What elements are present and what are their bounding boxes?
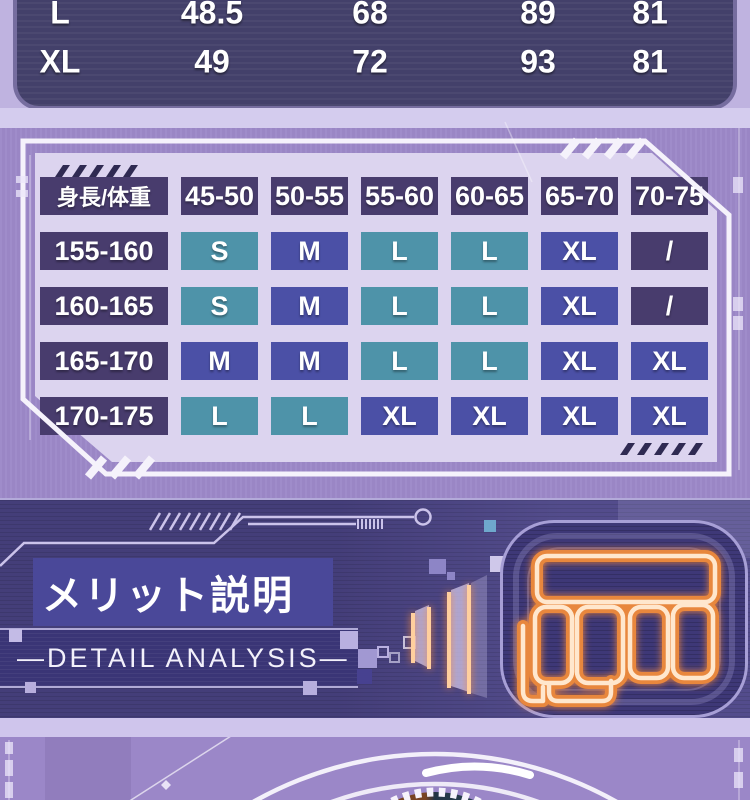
fit-table-size-cell: XL <box>541 342 618 380</box>
deco-square <box>9 629 22 642</box>
fit-table-header-cell: 55-60 <box>361 177 438 215</box>
deco-square <box>389 652 400 663</box>
fit-table-header-cell: 身長/体重 <box>40 177 168 215</box>
fit-table-size-cell: M <box>271 287 348 325</box>
fit-table-size-cell: L <box>361 232 438 270</box>
fit-table-row-label: 160-165 <box>40 287 168 325</box>
neon-display-panel <box>500 520 748 718</box>
banner-title: メリット説明 <box>42 574 294 618</box>
banner-title-box: メリット説明 <box>33 558 333 626</box>
deco-square <box>403 636 416 649</box>
size-table-cell: L <box>50 0 70 31</box>
size-table-cell: 81 <box>632 0 668 31</box>
panel-ring <box>513 533 735 705</box>
deco-square <box>303 681 317 695</box>
fit-table-size-cell: L <box>271 397 348 435</box>
fit-table-size-cell: S <box>181 287 258 325</box>
deco-square <box>25 682 36 693</box>
fit-table-row-label: 155-160 <box>40 232 168 270</box>
fit-table-size-cell: XL <box>451 397 528 435</box>
fit-table-header-cell: 60-65 <box>451 177 528 215</box>
size-table-cell: 68 <box>352 0 388 31</box>
fit-chart-section: 身長/体重 45-50 50-55 55-60 60-65 65-70 70-75 155-1… <box>0 128 750 500</box>
size-table-cell: 89 <box>520 0 556 31</box>
size-table-panel <box>13 0 737 110</box>
fit-table-size-cell: XL <box>541 232 618 270</box>
deco-square <box>358 649 377 668</box>
deco-square <box>377 646 389 658</box>
deco-square <box>429 559 446 574</box>
fit-table-size-cell: L <box>451 287 528 325</box>
size-spec-section: L 48.5 68 89 81 XL 49 72 93 81 <box>0 0 750 128</box>
fit-table-size-cell: L <box>361 342 438 380</box>
bottom-shade-strip <box>45 737 131 800</box>
fit-table-header-cell: 50-55 <box>271 177 348 215</box>
banner-subtitle-bar: —DETAIL ANALYSIS— <box>0 628 358 688</box>
fit-table-header-cell: 70-75 <box>631 177 708 215</box>
size-table-cell: 81 <box>632 43 668 80</box>
size-table-cell: 48.5 <box>180 0 244 31</box>
deco-square <box>340 631 358 649</box>
fit-table-row-label: 170-175 <box>40 397 168 435</box>
fit-table-size-cell: / <box>631 287 708 325</box>
fit-table-grid: 身長/体重 45-50 50-55 55-60 60-65 65-70 70-75 155-1… <box>40 177 708 435</box>
section-divider-band <box>0 108 750 128</box>
fit-table-size-cell: L <box>451 232 528 270</box>
fit-table-size-cell: L <box>361 287 438 325</box>
panel-ring <box>527 547 721 691</box>
fit-table-size-cell: M <box>271 232 348 270</box>
size-table-cell: 93 <box>520 43 556 80</box>
fit-table-size-cell: L <box>181 397 258 435</box>
fit-table-size-cell: XL <box>631 397 708 435</box>
fit-table-size-cell: XL <box>541 397 618 435</box>
fit-table-header-cell: 65-70 <box>541 177 618 215</box>
deco-square-cyan <box>484 520 496 532</box>
fit-table-size-cell: XL <box>631 342 708 380</box>
deco-square <box>447 572 455 580</box>
fit-table-row-label: 165-170 <box>40 342 168 380</box>
size-table-cell: XL <box>39 43 81 80</box>
size-table-cell: 72 <box>352 43 388 80</box>
banner-subtitle: —DETAIL ANALYSIS— <box>17 642 350 673</box>
section-divider-band <box>0 718 750 737</box>
fit-table-size-cell: S <box>181 232 258 270</box>
fit-table-size-cell: L <box>451 342 528 380</box>
fit-table-size-cell: XL <box>361 397 438 435</box>
deco-square <box>357 669 372 684</box>
fit-table-size-cell: M <box>271 342 348 380</box>
fit-table-size-cell: M <box>181 342 258 380</box>
fit-table-header-cell: 45-50 <box>181 177 258 215</box>
fit-table-size-cell: XL <box>541 287 618 325</box>
fit-table-size-cell: / <box>631 232 708 270</box>
size-table-cell: 49 <box>194 43 230 80</box>
